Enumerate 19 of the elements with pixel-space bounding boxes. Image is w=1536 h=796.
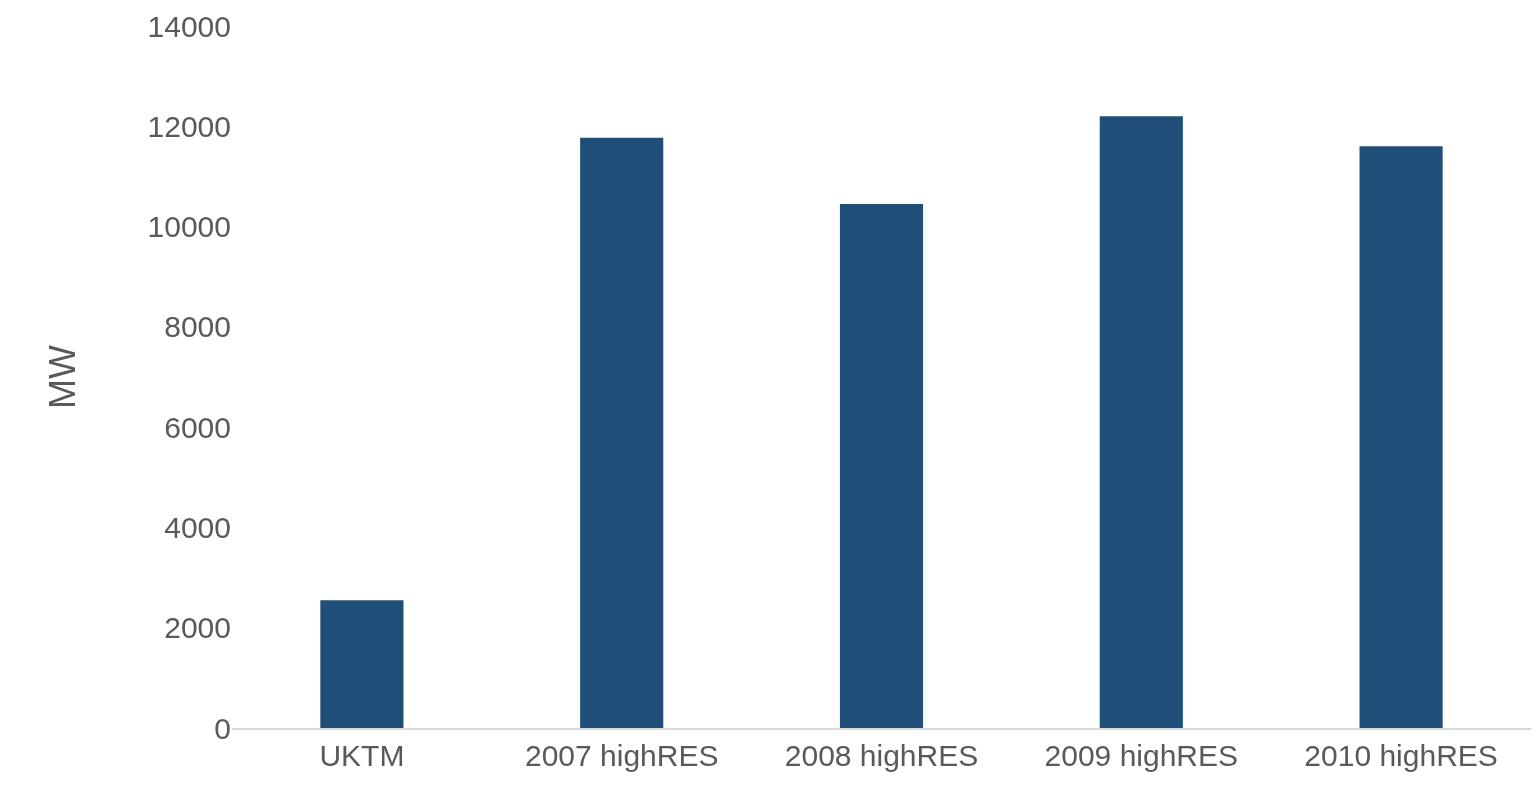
x-tick-label: 2007 highRES bbox=[524, 739, 719, 772]
y-tick-label: 4000 bbox=[164, 510, 231, 544]
bar bbox=[320, 600, 404, 728]
y-tick-label: 6000 bbox=[164, 410, 231, 444]
y-axis-title: MW bbox=[42, 345, 84, 409]
y-tick-label: 14000 bbox=[147, 9, 231, 43]
y-tick-label: 12000 bbox=[147, 109, 231, 143]
x-tick-label: 2010 highRES bbox=[1304, 739, 1498, 772]
y-tick-label: 0 bbox=[214, 711, 231, 745]
bar bbox=[839, 204, 924, 728]
x-tick-label: 2008 highRES bbox=[784, 739, 979, 772]
y-tick-label: 2000 bbox=[164, 611, 231, 645]
bar bbox=[1099, 116, 1183, 728]
bar bbox=[580, 137, 664, 728]
x-tick-label: UKTM bbox=[319, 739, 405, 772]
y-tick-label: 10000 bbox=[147, 210, 231, 244]
x-tick-label: 2009 highRES bbox=[1044, 739, 1239, 772]
y-tick-label: 8000 bbox=[164, 310, 231, 344]
bar bbox=[1359, 146, 1443, 728]
